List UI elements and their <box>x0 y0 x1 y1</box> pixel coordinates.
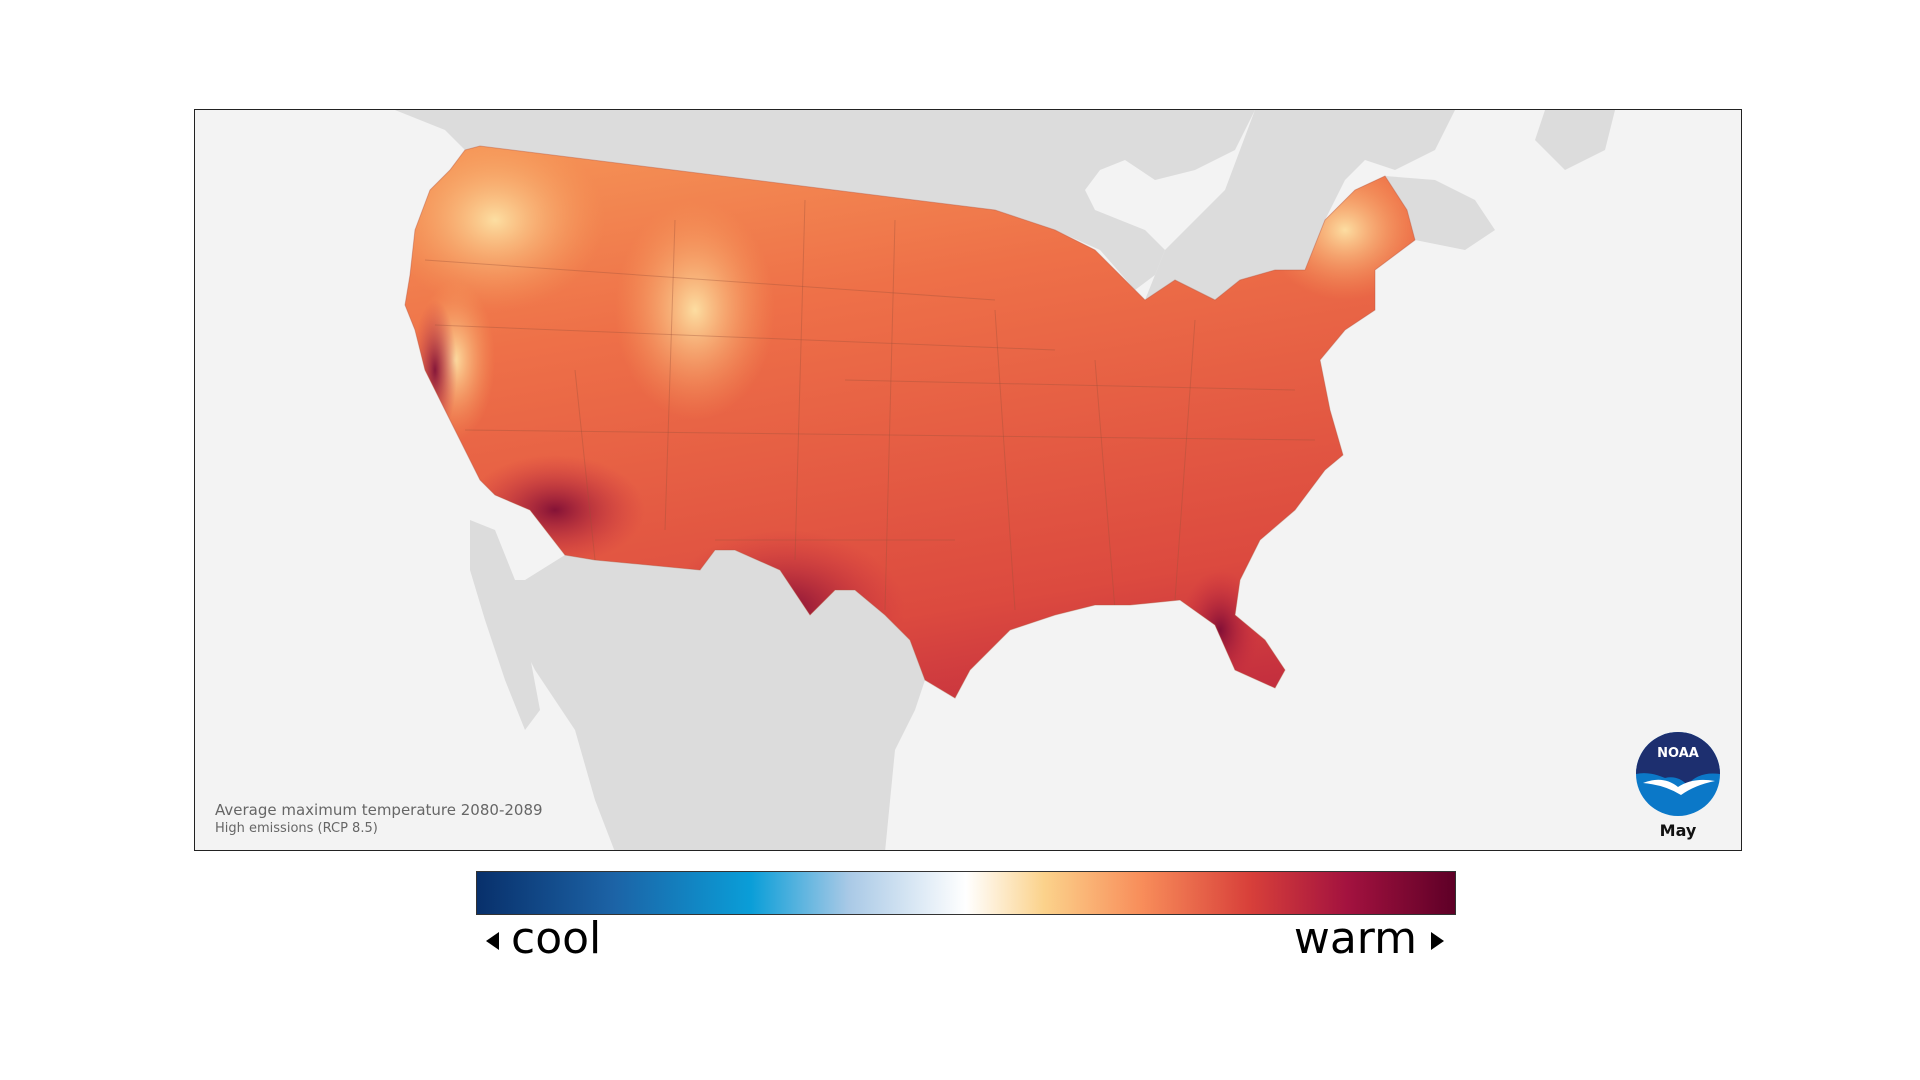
temperature-colorbar <box>476 871 1456 915</box>
canada-east-landmass <box>1145 110 1455 300</box>
mexico-landmass <box>495 550 925 850</box>
legend-cool: cool <box>486 912 601 966</box>
map-canvas <box>395 110 1615 850</box>
triangle-left-icon <box>486 932 499 950</box>
month-label: May <box>1659 821 1697 840</box>
caption-title: Average maximum temperature 2080-2089 <box>215 801 543 819</box>
maritimes-landmass <box>1385 176 1495 250</box>
triangle-right-icon <box>1431 932 1444 950</box>
noaa-logo-icon: NOAA <box>1636 732 1720 816</box>
noaa-badge: NOAA May <box>1633 731 1723 840</box>
legend-warm: warm <box>1294 912 1444 966</box>
caption-scenario: High emissions (RCP 8.5) <box>215 821 378 836</box>
newfoundland-landmass <box>1535 110 1615 170</box>
temperature-map: Average maximum temperature 2080-2089 Hi… <box>194 109 1742 851</box>
legend-cool-label: cool <box>511 913 602 964</box>
us-temperature-field <box>405 146 1415 698</box>
canada-landmass <box>395 110 1255 290</box>
map-caption: Average maximum temperature 2080-2089 Hi… <box>215 800 543 838</box>
legend-warm-label: warm <box>1293 913 1417 964</box>
baja-peninsula <box>470 520 540 730</box>
svg-text:NOAA: NOAA <box>1657 746 1699 761</box>
